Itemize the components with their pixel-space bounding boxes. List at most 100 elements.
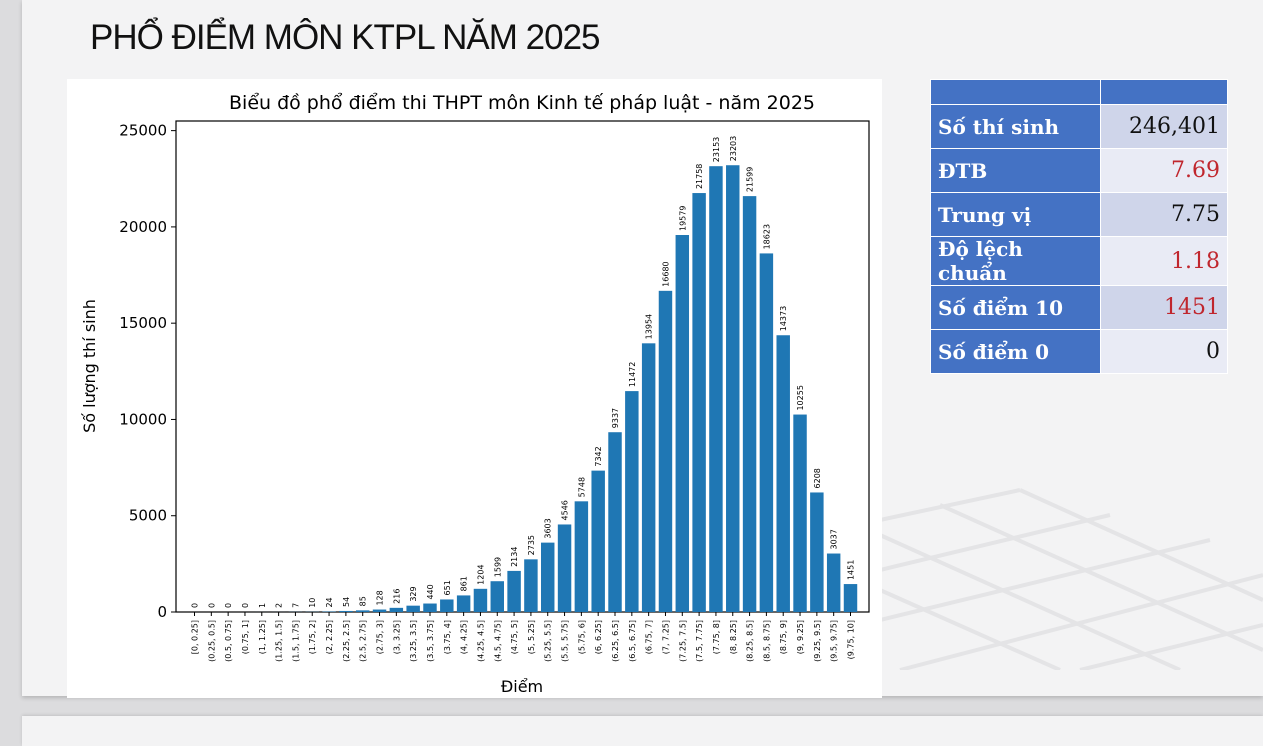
- bar: [440, 599, 453, 612]
- x-tick-label: (4.75, 5]: [510, 620, 519, 654]
- bar-value-label: 13954: [645, 314, 654, 339]
- x-tick-label: (1.5, 1.75]: [291, 620, 300, 662]
- bar-value-label: 21599: [746, 167, 755, 192]
- bar: [608, 432, 621, 612]
- bar-value-label: 0: [241, 603, 250, 608]
- stats-value: 1451: [1101, 286, 1228, 330]
- stats-row: Độ lệch chuẩn 1.18: [931, 237, 1228, 286]
- x-tick-label: (6.75, 7]: [645, 620, 654, 654]
- y-tick-label: 15000: [119, 314, 167, 332]
- x-tick-label: (9.5, 9.75]: [830, 620, 839, 662]
- bar: [356, 610, 369, 612]
- chart-title: Biểu đồ phổ điểm thi THPT môn Kinh tế ph…: [229, 92, 815, 114]
- x-tick-label: (1.25, 1.5]: [275, 620, 284, 662]
- bar-value-label: 1599: [493, 557, 502, 577]
- bar-value-label: 2: [275, 603, 284, 608]
- bar: [507, 571, 520, 612]
- bar-value-label: 329: [409, 586, 418, 601]
- x-tick-label: (8.5, 8.75]: [762, 620, 771, 662]
- bar-value-label: 0: [207, 603, 216, 608]
- stats-value: 7.69: [1101, 149, 1228, 193]
- stats-value: 246,401: [1101, 105, 1228, 149]
- x-tick-label: (9.75, 10]: [846, 620, 855, 659]
- bar-value-label: 4546: [561, 500, 570, 520]
- bar-value-label: 23153: [712, 137, 721, 162]
- bar-value-label: 3037: [830, 529, 839, 549]
- x-tick-label: (5, 5.25]: [527, 620, 536, 654]
- x-tick-label: (4.5, 4.75]: [493, 620, 502, 662]
- stats-row: ĐTB 7.69: [931, 149, 1228, 193]
- bar: [491, 581, 504, 612]
- stats-table: Số thí sinh 246,401 ĐTB 7.69 Trung vị 7.…: [930, 79, 1228, 374]
- bar: [793, 415, 806, 612]
- bar-value-label: 16680: [661, 261, 670, 286]
- x-tick-label: (5.75, 6]: [577, 620, 586, 654]
- x-tick-label: (2, 2.25]: [325, 620, 334, 654]
- bar-value-label: 440: [426, 584, 435, 599]
- x-tick-label: (2.75, 3]: [376, 620, 385, 654]
- bar: [810, 492, 823, 612]
- x-tick-label: (0.25, 0.5]: [207, 620, 216, 662]
- x-tick-label: (8, 8.25]: [729, 620, 738, 654]
- bar-value-label: 10255: [796, 385, 805, 410]
- x-tick-label: (4, 4.25]: [460, 620, 469, 654]
- bar-value-label: 128: [376, 590, 385, 605]
- bar-value-label: 19579: [678, 206, 687, 231]
- bar: [423, 604, 436, 612]
- stats-row: Trung vị 7.75: [931, 193, 1228, 237]
- stats-label: Số điểm 10: [931, 286, 1101, 330]
- chart-panel: Biểu đồ phổ điểm thi THPT môn Kinh tế ph…: [67, 79, 882, 698]
- x-tick-label: (0.5, 0.75]: [224, 620, 233, 662]
- x-tick-label: (7.25, 7.5]: [678, 620, 687, 662]
- x-tick-label: (5.5, 5.75]: [561, 620, 570, 662]
- y-tick-label: 10000: [119, 410, 167, 428]
- bar: [339, 611, 352, 612]
- stats-header-row: [931, 80, 1228, 105]
- bar-value-label: 9337: [611, 408, 620, 428]
- bar: [474, 589, 487, 612]
- next-slide: [22, 716, 1263, 746]
- stats-value: 0: [1101, 330, 1228, 374]
- stats-header-cell: [931, 80, 1101, 105]
- stats-label: Độ lệch chuẩn: [931, 237, 1101, 286]
- bar: [390, 608, 403, 612]
- x-tick-label: (5.25, 5.5]: [544, 620, 553, 662]
- stats-row: Số điểm 10 1451: [931, 286, 1228, 330]
- x-tick-label: (7, 7.25]: [661, 620, 670, 654]
- bar: [709, 166, 722, 612]
- x-tick-label: (8.75, 9]: [779, 620, 788, 654]
- bar: [558, 524, 571, 612]
- stats-label: ĐTB: [931, 149, 1101, 193]
- bar: [676, 235, 689, 612]
- bar: [591, 471, 604, 612]
- bar-value-label: 216: [392, 589, 401, 604]
- x-tick-label: (6.25, 6.5]: [611, 620, 620, 662]
- bar-value-label: 1451: [846, 560, 855, 580]
- x-tick-label: (9.25, 9.5]: [813, 620, 822, 662]
- bar: [541, 543, 554, 612]
- bar-value-label: 0: [224, 603, 233, 608]
- x-tick-label: (3.75, 4]: [443, 620, 452, 654]
- x-tick-label: (6, 6.25]: [594, 620, 603, 654]
- stats-value: 7.75: [1101, 193, 1228, 237]
- bar: [776, 335, 789, 612]
- bar-value-label: 6208: [813, 468, 822, 488]
- y-tick-label: 20000: [119, 218, 167, 236]
- bar-value-label: 1204: [476, 564, 485, 584]
- bar: [457, 595, 470, 612]
- stats-row: Số điểm 0 0: [931, 330, 1228, 374]
- x-tick-label: (2.25, 2.5]: [342, 620, 351, 662]
- bar: [575, 501, 588, 612]
- bar-value-label: 18623: [762, 224, 771, 249]
- y-tick-label: 25000: [119, 122, 167, 140]
- x-axis-label: Điểm: [501, 677, 543, 696]
- bar-value-label: 14373: [779, 306, 788, 331]
- x-tick-label: (2.5, 2.75]: [359, 620, 368, 662]
- histogram-chart: Biểu đồ phổ điểm thi THPT môn Kinh tế ph…: [67, 79, 882, 698]
- bar-value-label: 24: [325, 597, 334, 607]
- bar: [524, 559, 537, 612]
- bar-value-label: 54: [342, 597, 351, 607]
- x-tick-label: (1, 1.25]: [258, 620, 267, 654]
- y-axis-label: Số lượng thí sinh: [80, 299, 99, 433]
- y-tick-label: 5000: [129, 507, 167, 525]
